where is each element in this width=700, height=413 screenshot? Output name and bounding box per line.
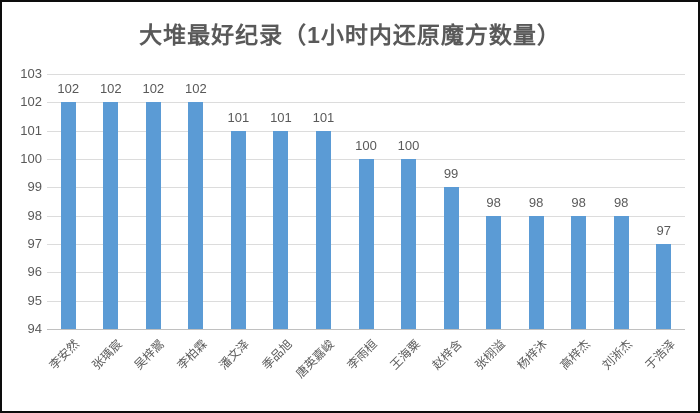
x-tick-label: 杨梓沐 <box>514 337 551 373</box>
bar-value-label: 100 <box>397 138 420 153</box>
bar-value-label: 100 <box>355 138 377 153</box>
x-tick-label: 李柏霖 <box>174 337 210 373</box>
bar <box>571 215 587 329</box>
x-tick-label: 于浩泽 <box>642 337 678 373</box>
x-tick-label: 张栩溢 <box>472 337 508 373</box>
chart-title: 大堆最好纪录（1小时内还原魔方数量） <box>139 22 561 48</box>
y-tick-label: 99 <box>27 179 42 195</box>
bar-value-label: 98 <box>528 194 544 210</box>
y-tick-label: 101 <box>20 122 42 138</box>
bar <box>145 102 161 329</box>
x-axis-line <box>47 329 685 330</box>
bar <box>188 102 204 329</box>
x-tick-label: 唐英嘉峻 <box>293 337 338 381</box>
bar-value-label: 97 <box>656 223 671 238</box>
y-tick-label: 98 <box>27 207 42 223</box>
bar <box>273 130 289 329</box>
bar-value-label: 98 <box>486 194 501 210</box>
plot-area: 102 102 102 102 101 101 101 100 100 99 98 98 98 98 97 <box>47 74 685 330</box>
x-tick-label: 高梓杰 <box>557 337 593 373</box>
bar <box>443 187 459 329</box>
bar <box>315 130 331 329</box>
y-tick-label: 100 <box>20 151 42 166</box>
bar-value-label: 102 <box>99 81 122 97</box>
bar-value-label: 102 <box>142 81 165 97</box>
bar <box>103 102 119 329</box>
bar-value-label: 101 <box>312 109 335 125</box>
bar-value-label: 99 <box>443 166 459 182</box>
bar <box>528 215 544 329</box>
y-tick-label: 95 <box>27 292 42 308</box>
bar-value-label: 102 <box>57 81 80 97</box>
bar-value-label: 101 <box>270 109 292 125</box>
x-tick-label: 张瑀宸 <box>89 337 125 373</box>
y-tick-label: 102 <box>20 94 42 110</box>
bar-value-label: 101 <box>227 109 250 125</box>
y-tick-label: 94 <box>27 321 42 336</box>
bar <box>656 244 672 329</box>
y-tick-label: 96 <box>27 264 42 280</box>
x-tick-label: 刘淅杰 <box>599 337 636 373</box>
bar <box>486 215 502 329</box>
x-tick-label: 潘文泽 <box>216 337 253 373</box>
x-tick-label: 赵梓含 <box>429 337 465 373</box>
bar <box>613 215 629 329</box>
x-tick-label: 李安然 <box>46 337 83 373</box>
bar <box>60 102 76 329</box>
bar <box>358 159 374 329</box>
bar <box>401 159 417 329</box>
gridline <box>47 102 685 104</box>
x-tick-label: 吴梓翯 <box>131 337 168 373</box>
gridline <box>47 130 685 132</box>
x-tick-label: 王海粟 <box>387 337 423 373</box>
bar-value-label: 98 <box>613 194 629 210</box>
x-tick-label: 李雨桓 <box>344 337 380 373</box>
bar <box>230 130 246 329</box>
x-tick-label: 季品旭 <box>259 337 295 373</box>
y-tick-label: 97 <box>27 236 42 251</box>
gridline <box>47 74 685 75</box>
y-tick-label: 103 <box>20 66 42 81</box>
bar-value-label: 98 <box>571 194 586 210</box>
bar-value-label: 102 <box>185 81 207 97</box>
